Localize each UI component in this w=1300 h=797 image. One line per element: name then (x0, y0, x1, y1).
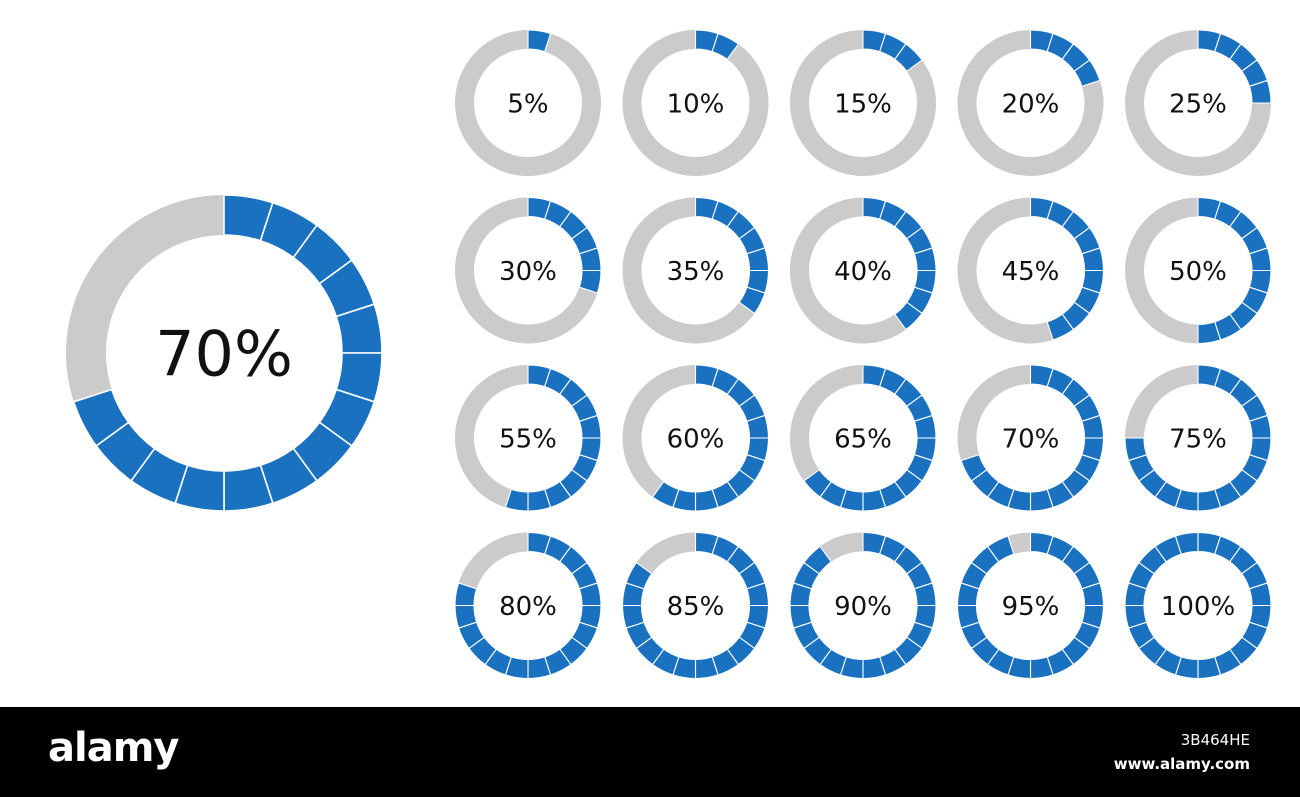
ring-segment (504, 488, 529, 512)
ring-segment (527, 29, 552, 53)
ring-value-label: 65% (834, 424, 892, 454)
ring-value-label: 80% (499, 592, 557, 622)
ring-segment (1174, 531, 1199, 555)
ring-segment (1197, 321, 1222, 345)
ring-chart-19: 100% (1124, 531, 1272, 680)
ring-segment (1046, 313, 1075, 341)
ring-segment (803, 545, 833, 575)
ring-track (65, 195, 224, 402)
ring-chart-15: 80% (454, 531, 602, 680)
ring-value-label: 40% (834, 257, 892, 287)
ring-track (1125, 197, 1198, 344)
ring-segment (893, 301, 923, 331)
ring-track (957, 364, 1031, 461)
ring-track (622, 197, 755, 344)
ring-track (454, 365, 528, 508)
ring-segment (72, 388, 130, 447)
image-id-label: 3B464HE (1180, 731, 1250, 749)
ring-track (636, 532, 696, 574)
ring-segment (1248, 79, 1272, 104)
ring-segment (803, 468, 833, 498)
ring-track (957, 197, 1054, 344)
ring-segment (960, 453, 988, 482)
ring-track (820, 532, 863, 562)
ring-value-label: 90% (834, 592, 892, 622)
ring-chart-17: 90% (789, 531, 937, 680)
ring-chart-0: 5% (455, 29, 602, 176)
ring-chart-10: 55% (454, 364, 602, 512)
ring-value-label: 45% (1002, 257, 1060, 287)
ring-chart-6: 35% (622, 196, 770, 344)
ring-chart-1: 10% (622, 29, 769, 176)
ring-track (622, 365, 696, 498)
ring-segment (1073, 59, 1101, 88)
chart-svg: 70% 5% 10% 15% 20% 25% 30% 35% 40% 45% 50% 55% 60% 65… (65, 29, 1272, 680)
site-url-label: www.alamy.com (1113, 755, 1250, 773)
ring-value-label: 15% (834, 89, 892, 119)
ring-segment (454, 582, 478, 607)
ring-value-label: 100% (1161, 592, 1235, 622)
ring-value-label: 30% (499, 257, 557, 287)
ring-segment (1124, 437, 1148, 462)
ring-value-label: 70% (1002, 424, 1060, 454)
ring-chart-4: 25% (1125, 29, 1272, 176)
ring-chart-16: 85% (621, 531, 770, 680)
ring-value-label: 50% (1169, 257, 1227, 287)
ring-value-label: 95% (1002, 592, 1060, 622)
ring-segment (986, 535, 1015, 563)
ring-chart-7: 40% (790, 196, 937, 344)
ring-track (1007, 532, 1031, 555)
ring-value-label: 85% (667, 592, 725, 622)
ring-chart-3: 20% (957, 29, 1104, 176)
ring-value-label: 60% (667, 424, 725, 454)
watermark-footer: alamy 3B464HE www.alamy.com (0, 707, 1300, 797)
ring-chart-featured: 70% (65, 194, 383, 512)
ring-value-label: 10% (667, 89, 725, 119)
ring-track (458, 532, 528, 589)
ring-chart-5: 30% (455, 196, 602, 344)
ring-segment (711, 32, 740, 61)
ring-value-label: 75% (1169, 424, 1227, 454)
ring-segment (893, 43, 923, 73)
ring-segment (578, 269, 602, 294)
ring-chart-8: 45% (957, 196, 1105, 344)
ring-value-label: 5% (507, 89, 548, 119)
ring-chart-13: 70% (957, 364, 1105, 512)
ring-track (789, 365, 863, 481)
ring-segment (738, 286, 766, 315)
ring-value-label: 20% (1002, 89, 1060, 119)
ring-track (790, 197, 906, 344)
ring-track (1125, 365, 1198, 438)
ring-chart-2: 15% (790, 29, 937, 176)
ring-value-label: 70% (155, 317, 293, 390)
ring-chart-9: 50% (1125, 196, 1272, 345)
ring-chart-14: 75% (1124, 364, 1272, 512)
brand-logo-text: alamy (48, 725, 179, 771)
ring-segment (651, 480, 680, 509)
ring-chart-18: 95% (956, 531, 1105, 680)
ring-chart-11: 60% (622, 364, 770, 512)
ring-value-label: 35% (667, 257, 725, 287)
ring-value-label: 25% (1169, 89, 1227, 119)
percentage-rings-chart: 70% 5% 10% 15% 20% 25% 30% 35% 40% 45% 50% 55% 60% 65… (65, 29, 1272, 680)
ring-chart-12: 65% (789, 364, 937, 512)
ring-segment (625, 561, 653, 590)
ring-value-label: 55% (499, 424, 557, 454)
